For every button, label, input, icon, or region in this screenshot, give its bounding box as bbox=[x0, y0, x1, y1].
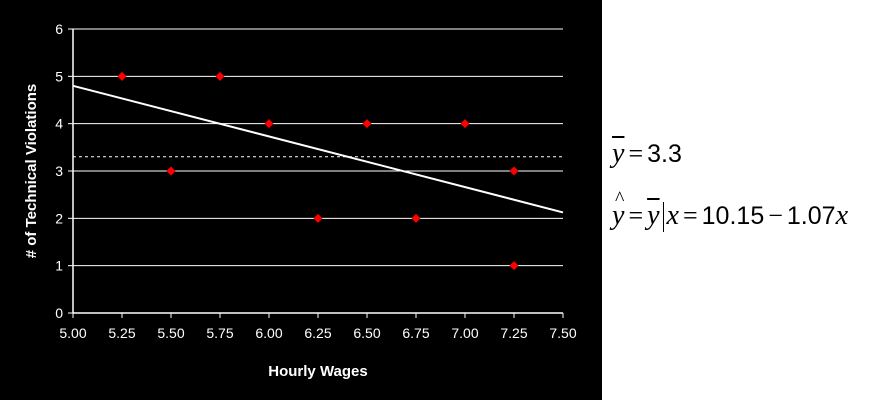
data-point bbox=[411, 213, 421, 223]
tick-labels: 0 1 2 3 4 5 6 5.00 5.25 5.50 5.75 6.00 6.25 6.50 6.75 7… bbox=[55, 21, 577, 341]
x-tick-label: 7.25 bbox=[500, 325, 527, 341]
x-tick-label: 6.00 bbox=[255, 325, 282, 341]
data-point bbox=[509, 166, 519, 176]
given-bar bbox=[662, 202, 664, 233]
x-tick-label: 5.25 bbox=[108, 325, 135, 341]
y-tick-label: 2 bbox=[55, 210, 63, 226]
regression-line bbox=[72, 84, 564, 214]
x-tick-label: 5.50 bbox=[157, 325, 184, 341]
y-bar-symbol: y bbox=[612, 138, 625, 169]
x-tick-label: 7.00 bbox=[451, 325, 478, 341]
x-given-symbol: x bbox=[666, 200, 679, 231]
y-axis-label: # of Technical Violations bbox=[23, 84, 40, 259]
axes bbox=[68, 28, 564, 318]
regression-intercept: 10.15 bbox=[701, 202, 765, 230]
y-hat-symbol: y bbox=[612, 188, 625, 232]
y-tick-label: 4 bbox=[55, 116, 63, 132]
scatter-chart: 0 1 2 3 4 5 6 5.00 5.25 5.50 5.75 6.00 6.25 6.50 6.75 7… bbox=[23, 21, 577, 380]
chart-panel: 0 1 2 3 4 5 6 5.00 5.25 5.50 5.75 6.00 6.25 6.50 6.75 7… bbox=[0, 0, 602, 400]
regression-equation: y=yx=10.15−1.07x bbox=[612, 188, 848, 233]
x-tick-label: 6.50 bbox=[353, 325, 380, 341]
data-point bbox=[264, 119, 274, 129]
data-point bbox=[215, 71, 225, 81]
reference-lines bbox=[72, 84, 564, 214]
regression-var: x bbox=[835, 200, 848, 231]
y-tick-label: 3 bbox=[55, 163, 63, 179]
data-point bbox=[166, 166, 176, 176]
x-tick-label: 6.75 bbox=[402, 325, 429, 341]
data-point bbox=[362, 119, 372, 129]
x-tick-label: 5.00 bbox=[59, 325, 86, 341]
mean-value: 3.3 bbox=[647, 140, 682, 168]
data-point bbox=[117, 71, 127, 81]
y-tick-label: 6 bbox=[55, 21, 63, 37]
x-tick-label: 6.25 bbox=[304, 325, 331, 341]
mean-equation: y = 3.3 bbox=[612, 138, 682, 169]
y-tick-label: 5 bbox=[55, 68, 63, 84]
x-axis-label: Hourly Wages bbox=[268, 363, 367, 380]
data-point bbox=[509, 261, 519, 271]
y-bar-conditional-symbol: y bbox=[647, 200, 660, 231]
y-tick-label: 0 bbox=[55, 305, 63, 321]
x-tick-label: 5.75 bbox=[206, 325, 233, 341]
x-tick-label: 7.50 bbox=[549, 325, 576, 341]
data-points bbox=[117, 71, 519, 271]
data-point bbox=[313, 213, 323, 223]
y-tick-label: 1 bbox=[55, 258, 63, 274]
equations-panel: y=3.3 y=yx=10.15−1.07x bbox=[612, 0, 879, 400]
data-point bbox=[460, 119, 470, 129]
regression-slope: 1.07 bbox=[786, 202, 836, 230]
